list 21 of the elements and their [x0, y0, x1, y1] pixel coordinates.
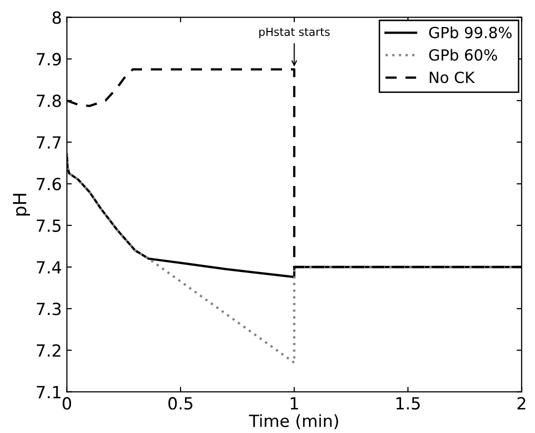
y-tick-label: 7.6: [36, 178, 61, 190]
legend-label: No CK: [430, 72, 475, 84]
legend-label: GPb 99.8%: [429, 26, 512, 38]
y-tick-label: 7.5: [36, 220, 61, 232]
x-tick-label: 0.5: [168, 397, 192, 410]
y-tick-label: 7.9: [36, 52, 61, 66]
y-tick-label: 7.8: [36, 94, 61, 108]
y-tick-label: 7.2: [36, 344, 60, 357]
y-tick-label: 7.7: [36, 136, 61, 148]
y-tick-label: 7.3: [36, 302, 61, 316]
y-tick-label: 7.1: [36, 386, 60, 398]
y-tick-label: 7.4: [36, 261, 62, 274]
x-tick-label: 1.5: [396, 397, 420, 410]
x-axis-title: Time (min): [248, 414, 338, 430]
y-axis-title: pH: [13, 194, 30, 216]
annotation: pHstat starts: [259, 28, 330, 38]
legend-label: GPb 60%: [429, 48, 498, 61]
x-tick-label: 1: [290, 397, 298, 410]
x-tick-label: 0: [62, 397, 72, 410]
y-tick-label: 8: [52, 11, 61, 24]
x-tick-label: 2: [518, 397, 526, 410]
